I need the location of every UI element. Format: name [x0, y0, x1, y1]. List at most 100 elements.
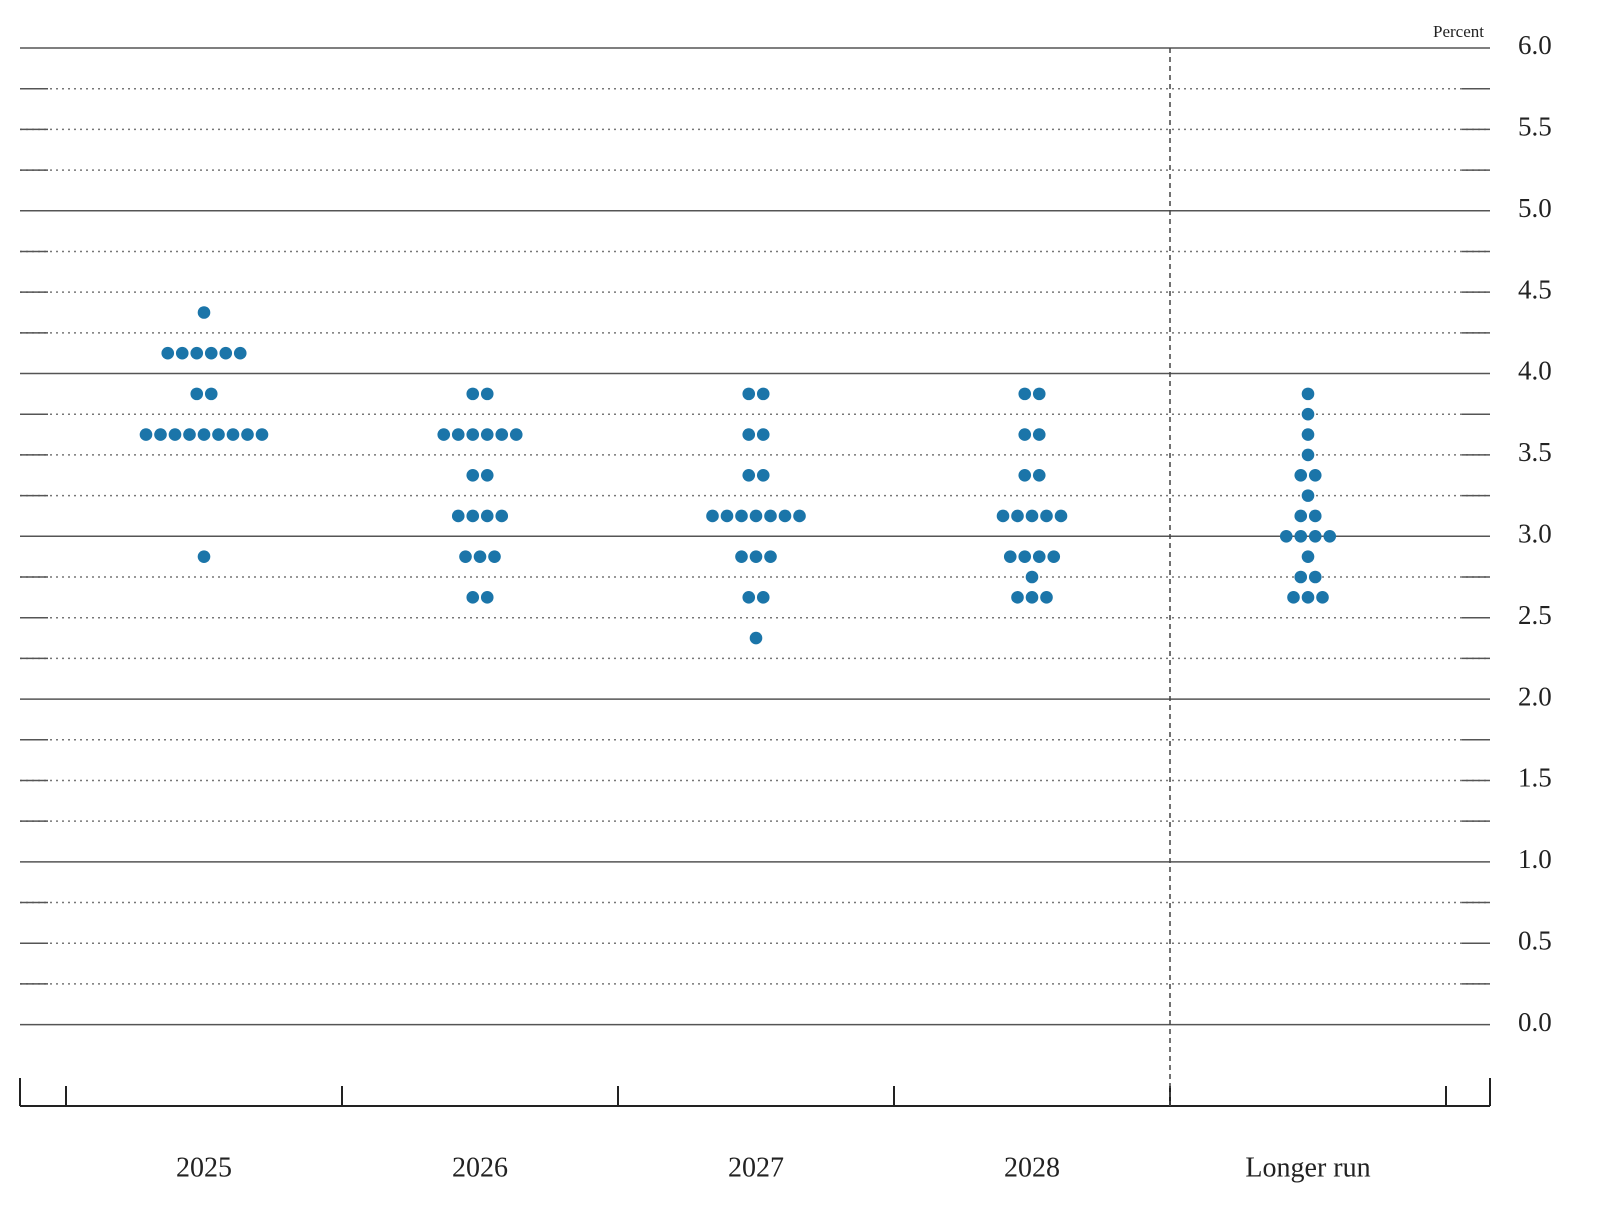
dot	[509, 428, 523, 441]
dot	[756, 387, 770, 401]
dot	[1308, 570, 1322, 584]
dot	[139, 428, 153, 441]
dot	[1301, 550, 1315, 563]
dot	[212, 428, 225, 441]
dot	[749, 550, 763, 563]
dot	[1040, 509, 1053, 523]
dot	[1025, 509, 1039, 523]
dot	[204, 346, 218, 360]
dot	[197, 428, 211, 441]
dot	[233, 346, 247, 360]
dot	[154, 428, 167, 441]
dot	[466, 387, 480, 401]
x-tick-label: 2028	[1004, 1152, 1060, 1183]
dot	[175, 346, 189, 360]
dot	[466, 428, 480, 441]
dot	[1040, 591, 1053, 604]
dot	[226, 428, 240, 441]
x-tick-label: 2027	[728, 1152, 784, 1183]
dot	[756, 591, 770, 604]
dot	[742, 428, 756, 441]
dot	[1287, 591, 1300, 604]
dot	[1301, 387, 1315, 401]
dot	[466, 468, 480, 482]
dot	[735, 509, 748, 523]
y-tick-label: 1.5	[1518, 763, 1552, 793]
dot	[1301, 407, 1315, 421]
dot	[1323, 530, 1337, 543]
y-tick-label: 3.0	[1518, 519, 1552, 549]
dot	[749, 509, 763, 523]
dot	[1025, 591, 1039, 604]
dot	[778, 509, 792, 523]
dot	[204, 387, 218, 401]
y-tick-label: 0.5	[1518, 925, 1552, 955]
dot	[742, 591, 756, 604]
dot	[219, 346, 233, 360]
dot	[735, 550, 748, 563]
dot	[764, 550, 777, 563]
y-tick-label: 0.0	[1518, 1007, 1552, 1037]
y-tick-label: 2.0	[1518, 681, 1552, 711]
dot	[1301, 448, 1315, 462]
dot	[1011, 509, 1024, 523]
y-tick-label: 2.5	[1518, 600, 1552, 630]
y-tick-label: 5.5	[1518, 112, 1552, 142]
dot	[720, 509, 734, 523]
dot	[197, 306, 211, 319]
dot	[437, 428, 451, 441]
dot	[1047, 550, 1061, 563]
y-tick-label: 5.0	[1518, 193, 1552, 223]
x-tick-label: 2025	[176, 1152, 232, 1183]
dot	[1294, 509, 1308, 523]
dot	[451, 428, 465, 441]
dot	[480, 428, 494, 441]
dot	[480, 591, 494, 604]
dot	[1308, 468, 1322, 482]
dot	[1032, 428, 1046, 441]
dot	[996, 509, 1010, 523]
dot	[756, 468, 770, 482]
y-tick-label: 6.0	[1518, 30, 1552, 60]
dot	[473, 550, 487, 563]
dot	[480, 468, 494, 482]
dot	[241, 428, 254, 441]
x-tick-label: 2026	[452, 1152, 508, 1183]
dot	[1018, 550, 1032, 563]
dot	[480, 509, 494, 523]
dot	[793, 509, 806, 523]
y-tick-label: 4.0	[1518, 356, 1552, 386]
y-tick-label: 1.0	[1518, 844, 1552, 874]
dot	[1308, 509, 1322, 523]
dot	[706, 509, 719, 523]
y-tick-label: 4.5	[1518, 274, 1552, 304]
axis-unit: Percent	[1433, 22, 1484, 41]
dot	[1011, 591, 1024, 604]
dot	[1018, 387, 1032, 401]
dot	[1308, 530, 1322, 543]
dot	[1018, 428, 1032, 441]
dot	[1032, 468, 1046, 482]
dot	[1003, 550, 1017, 563]
dot	[488, 550, 501, 563]
dot	[742, 387, 756, 401]
dot	[480, 387, 494, 401]
dot	[764, 509, 777, 523]
dot	[1301, 428, 1315, 441]
dot	[255, 428, 269, 441]
dot	[183, 428, 196, 441]
dot	[749, 631, 763, 645]
dot	[168, 428, 182, 441]
dot	[1054, 509, 1068, 523]
dot	[495, 509, 509, 523]
dot	[197, 550, 211, 563]
dot	[1018, 468, 1032, 482]
dot	[1301, 489, 1315, 502]
dot	[1301, 591, 1315, 604]
dot	[1025, 570, 1039, 584]
dot	[742, 468, 756, 482]
dot	[1032, 387, 1046, 401]
dot	[1316, 591, 1329, 604]
dot	[466, 509, 480, 523]
